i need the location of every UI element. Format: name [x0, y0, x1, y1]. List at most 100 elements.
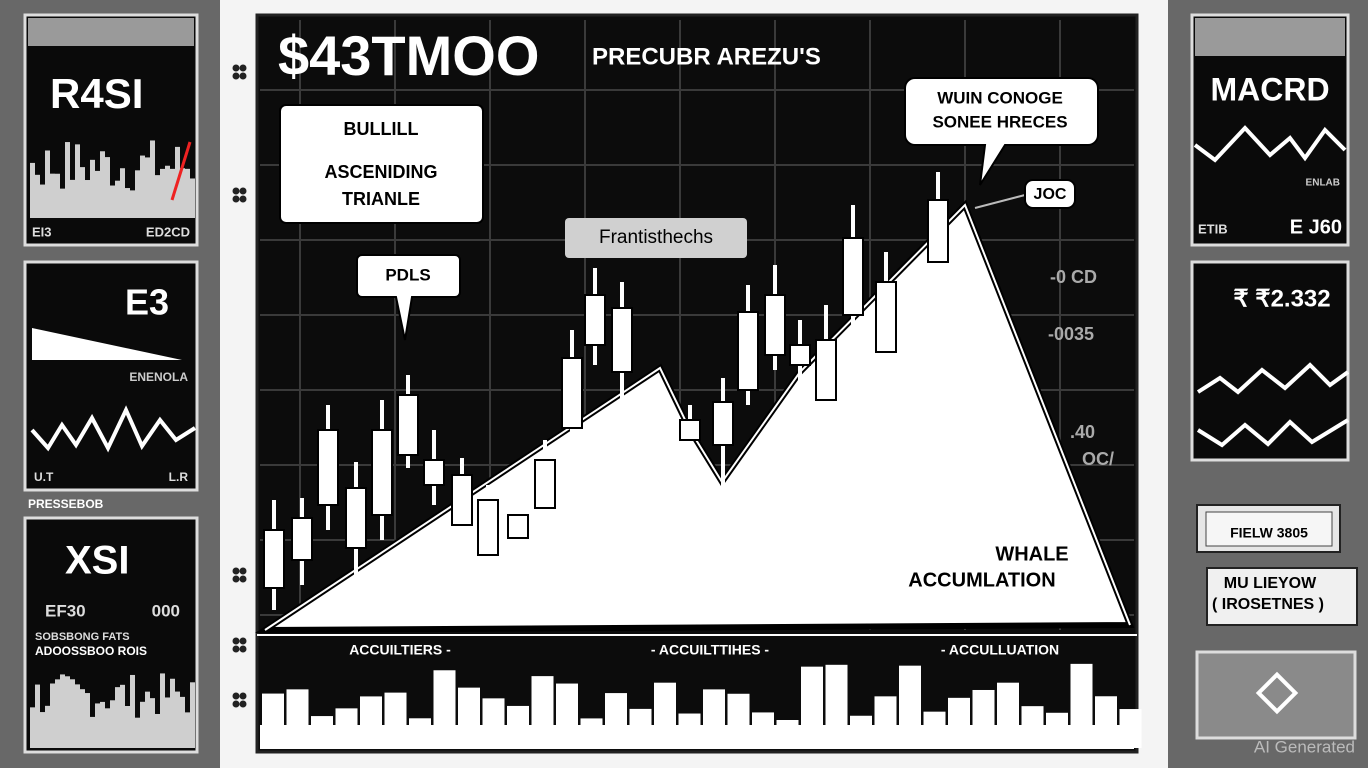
watermark: AI Generated	[1254, 737, 1355, 756]
area-label: ACCUMLATION	[908, 569, 1055, 591]
spark-bar	[110, 700, 115, 748]
spark-bar	[65, 676, 70, 748]
panel-footer: L.R	[169, 470, 189, 484]
spark-bar	[100, 151, 105, 218]
candle	[534, 459, 556, 509]
sparkline	[30, 140, 195, 218]
info-inner	[1205, 511, 1333, 547]
panel-title: ₹ ₹2.332	[1233, 285, 1330, 312]
spark-bar	[120, 684, 125, 748]
dot	[239, 637, 247, 645]
signal-line	[1196, 418, 1350, 448]
volume-label: ACCUILTIERS -	[349, 642, 451, 658]
spark-bar	[60, 188, 65, 218]
spark-bar	[140, 155, 145, 218]
candle	[842, 237, 864, 316]
spark-bar	[45, 705, 50, 748]
panel-footer: U.T	[34, 470, 54, 484]
spark-bar	[160, 168, 165, 218]
spark-bar	[130, 190, 135, 218]
candle	[423, 459, 445, 486]
axis-label: OC/	[1082, 449, 1114, 469]
pattern-box	[279, 104, 484, 224]
dot	[239, 187, 247, 195]
dot	[232, 195, 240, 203]
signal-line	[1196, 362, 1350, 395]
candle	[291, 517, 313, 561]
dot	[232, 700, 240, 708]
panel-value: 000	[152, 601, 180, 620]
spark-bar	[55, 173, 60, 218]
panel-footer: EI3	[32, 224, 52, 239]
spark-bar	[135, 717, 140, 748]
spark-bar	[150, 698, 155, 748]
spark-bar	[30, 707, 35, 748]
spark-bar	[65, 142, 70, 218]
spark-bar	[100, 701, 105, 748]
panel-footer: ETIB	[1198, 221, 1228, 236]
spark-bar	[155, 713, 160, 748]
spark-bar	[190, 178, 195, 218]
dot	[239, 195, 247, 203]
spark-bar	[185, 168, 190, 218]
candle	[737, 311, 759, 391]
dot	[232, 187, 240, 195]
panel-note: ENLAB	[1306, 178, 1340, 189]
axis-dots	[232, 64, 247, 708]
spark-bar	[145, 691, 150, 748]
candle	[263, 529, 285, 589]
spark-bar	[105, 708, 110, 748]
dot	[232, 692, 240, 700]
callout	[356, 254, 461, 341]
spark-bar	[75, 684, 80, 748]
panel-title: E3	[125, 282, 169, 323]
spark-bar	[75, 144, 80, 218]
dot	[239, 64, 247, 72]
candle	[371, 429, 393, 516]
callout-text: PDLS	[385, 265, 430, 284]
dot	[239, 567, 247, 575]
pattern-text: TRIANLE	[342, 189, 420, 209]
candle	[397, 394, 419, 456]
info-text: FIELW 3805	[1230, 525, 1308, 541]
spark-bar	[115, 687, 120, 748]
info-text: MU LIEYOW	[1224, 575, 1317, 592]
label-chip	[565, 218, 747, 258]
price-tag	[1024, 179, 1076, 209]
candle	[789, 344, 811, 366]
candle	[345, 487, 367, 549]
panel-caption: PRESSEBOB	[28, 497, 104, 511]
spark-bar	[125, 705, 130, 748]
candles	[263, 172, 949, 610]
spark-bar	[120, 168, 125, 218]
candle	[712, 401, 734, 446]
candle	[561, 357, 583, 429]
spark-bar	[35, 684, 40, 748]
action-button[interactable]	[1195, 650, 1357, 740]
dot	[239, 700, 247, 708]
spark-bar	[60, 674, 65, 748]
callout	[904, 77, 1099, 186]
volume-label: - ACCUILTTIHES -	[651, 642, 770, 658]
candle	[611, 307, 633, 373]
spark-bar	[105, 157, 110, 218]
spark-bar	[180, 696, 185, 748]
axis-label: .40	[1070, 422, 1095, 442]
volume-bars	[260, 663, 1142, 749]
axis-label: -0035	[1048, 324, 1094, 344]
panel-footer: E J60	[1290, 216, 1342, 238]
candle	[679, 419, 701, 441]
spark-bar	[130, 674, 135, 748]
callout-text: SONEE HRECES	[932, 112, 1067, 131]
candle	[507, 514, 529, 539]
spark-bar	[45, 150, 50, 218]
pattern-text: ASCENIDING	[324, 162, 437, 182]
spark-bar	[125, 188, 130, 218]
spark-bar	[50, 683, 55, 748]
spark-bar	[175, 691, 180, 748]
ticker-price: $43TMOO	[278, 24, 539, 87]
panel-note: ENENOLA	[129, 370, 188, 384]
macd-line	[1193, 125, 1347, 163]
spark-bar	[135, 170, 140, 218]
